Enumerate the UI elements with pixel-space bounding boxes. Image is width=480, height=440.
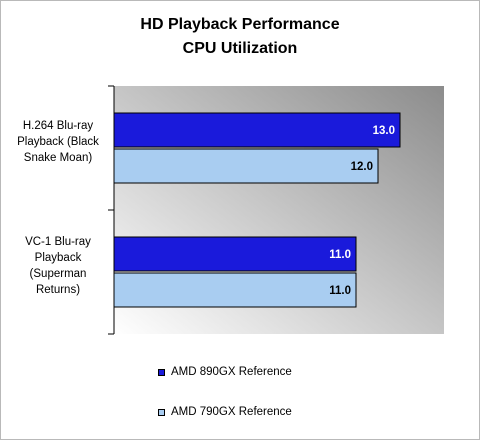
legend-item: AMD 890GX Reference (158, 366, 292, 378)
bar (113, 112, 401, 148)
data-label: 11.0 (329, 249, 351, 261)
data-label: 11.0 (329, 285, 351, 297)
legend-swatch (158, 408, 165, 416)
legend-swatch (158, 368, 165, 376)
category-label: H.264 Blu-ray Playback (Black Snake Moan… (17, 120, 99, 164)
bar (113, 148, 379, 184)
data-label: 13.0 (373, 125, 395, 137)
bar (113, 272, 357, 308)
chart-subtitle: CPU Utilization (182, 40, 298, 57)
legend-item: AMD 790GX Reference (158, 406, 292, 418)
legend-label: AMD 790GX Reference (171, 406, 292, 418)
bar (113, 236, 357, 272)
data-label: 12.0 (351, 161, 373, 173)
category-label: VC-1 Blu-ray Playback (Superman Returns) (25, 236, 91, 296)
bars-layer: 13.0 11.0 12.0 11.0 (113, 112, 401, 308)
chart-title: HD Playback Performance (140, 16, 340, 33)
legend-label: AMD 890GX Reference (171, 366, 292, 378)
